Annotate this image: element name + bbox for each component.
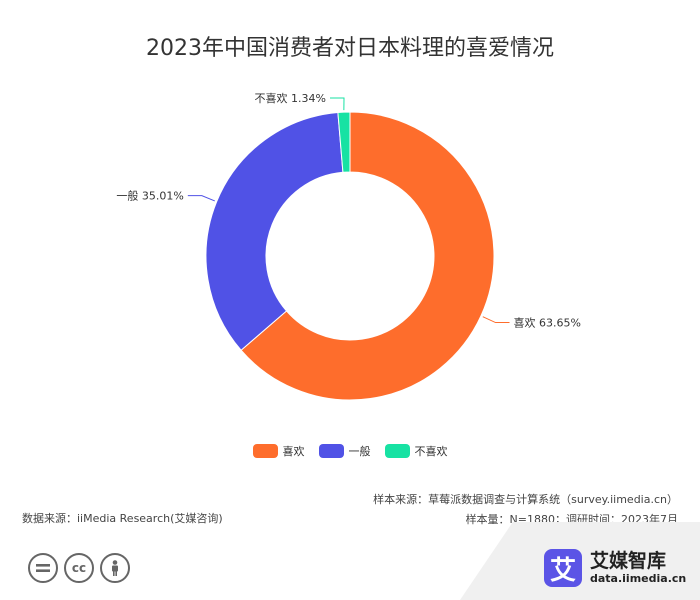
donut-slice-dislike[interactable] xyxy=(337,111,351,173)
data-label-like: 喜欢 63.65% xyxy=(514,316,581,330)
legend-label-neutral: 一般 xyxy=(348,445,371,458)
label-line-like xyxy=(482,316,510,324)
donut-slice-neutral[interactable] xyxy=(205,111,344,351)
chart-title: 2023年中国消费者对日本料理的喜爱情况 xyxy=(146,36,554,61)
brand-name: 艾媒智库 xyxy=(590,550,667,572)
brand: 艾 艾媒智库 data.iimedia.cn xyxy=(544,549,686,587)
legend-swatch-dislike xyxy=(384,444,410,458)
sample-source: 样本来源：草莓派数据调查与计算系统（survey.iimedia.cn） xyxy=(373,493,678,506)
legend-item-like[interactable]: 喜欢 xyxy=(252,443,305,459)
legend-label-like: 喜欢 xyxy=(282,445,305,458)
brand-url: data.iimedia.cn xyxy=(590,572,687,585)
data-source: 数据来源：iiMedia Research(艾媒咨询) xyxy=(22,512,223,525)
legend-label-dislike: 不喜欢 xyxy=(414,445,448,458)
legend-swatch-neutral xyxy=(318,444,344,458)
label-line-dislike xyxy=(330,97,345,111)
label-line-neutral xyxy=(187,195,215,202)
legend-item-dislike[interactable]: 不喜欢 xyxy=(384,443,448,459)
person-icon xyxy=(100,553,130,583)
license-icons: cc xyxy=(28,553,130,583)
legend-swatch-like xyxy=(252,444,278,458)
brand-logo: 艾 xyxy=(544,549,582,587)
donut-slices xyxy=(205,111,495,401)
equals-icon xyxy=(28,553,58,583)
legend-item-neutral[interactable]: 一般 xyxy=(318,443,371,459)
donut-slice-like[interactable] xyxy=(240,111,495,401)
data-label-neutral: 一般 35.01% xyxy=(116,190,183,203)
cc-icon: cc xyxy=(64,553,94,583)
data-labels: 喜欢 63.65% 一般 35.01% 不喜欢 1.34% xyxy=(116,91,581,330)
data-label-dislike: 不喜欢 1.34% xyxy=(255,91,326,105)
brand-text: 艾媒智库 data.iimedia.cn xyxy=(590,550,686,586)
legend: 喜欢 一般 不喜欢 xyxy=(0,443,700,459)
